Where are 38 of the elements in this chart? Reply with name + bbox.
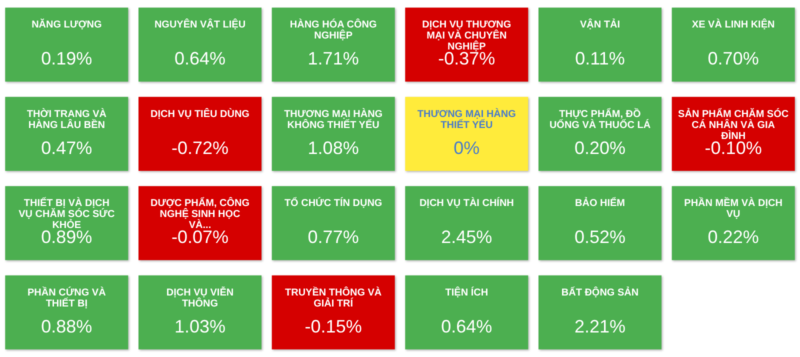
- data-label: 0.52%: [574, 227, 626, 248]
- category-label: TRUYỀN THÔNG VÀ GIẢI TRÍ: [284, 286, 382, 310]
- category-label: NGUYÊN VẬT LIỆU: [154, 18, 246, 31]
- data-label: 1.71%: [308, 48, 359, 69]
- data-label: 2.21%: [574, 316, 626, 336]
- category-label: THỜI TRANG VÀ HÀNG LÂU BỀN: [26, 108, 106, 131]
- data-label: -0.15%: [304, 316, 362, 336]
- category-label: PHẦN CỨNG VÀ THIẾT BỊ: [28, 286, 106, 310]
- data-label: 1.03%: [174, 316, 226, 336]
- data-label: 0.77%: [308, 227, 359, 248]
- category-label: THƯƠNG MẠI HÀNG THIẾT YẾU: [417, 108, 516, 131]
- data-label: 0.11%: [575, 48, 625, 69]
- data-label: 0.64%: [441, 316, 492, 336]
- data-label: -0.72%: [171, 138, 229, 158]
- category-label: PHẦN MỀM VÀ DỊCH VỤ: [684, 197, 783, 220]
- data-label: 0%: [454, 138, 480, 158]
- category-label: DỊCH VỤ TÀI CHÍNH: [419, 197, 514, 210]
- category-label: DỊCH VỤ TIÊU DÙNG: [150, 108, 250, 120]
- category-label: TỔ CHỨC TÍN DỤNG: [284, 197, 382, 210]
- data-label: 0.88%: [41, 316, 92, 336]
- data-label: 0.70%: [708, 48, 759, 69]
- category-label: THƯƠNG MẠI HÀNG KHÔNG THIẾT YẾU: [284, 108, 383, 131]
- category-label: VẬN TẢI: [580, 18, 620, 31]
- data-label: 0.47%: [41, 138, 92, 158]
- category-label: BẤT ĐỘNG SẢN: [561, 286, 639, 298]
- category-label: THỰC PHẨM, ĐỒ UỐNG VÀ THUỐC LÁ: [549, 108, 651, 131]
- category-label: DỊCH VỤ VIỄN THÔNG: [166, 286, 234, 310]
- data-label: 1.08%: [308, 138, 359, 158]
- category-label: XE VÀ LINH KIỆN: [692, 18, 775, 31]
- data-label: 0.64%: [174, 48, 226, 69]
- data-label: 0.22%: [708, 227, 759, 248]
- category-label: BẢO HIỂM: [575, 197, 625, 210]
- data-label: 0.19%: [41, 48, 92, 69]
- category-label: NĂNG LƯỢNG: [32, 18, 102, 31]
- category-label: TIỆN ÍCH: [445, 286, 488, 298]
- category-label: HÀNG HÓA CÔNG NGHIỆP: [290, 18, 377, 42]
- data-label: 0.20%: [574, 138, 626, 158]
- data-label: 2.45%: [441, 227, 492, 248]
